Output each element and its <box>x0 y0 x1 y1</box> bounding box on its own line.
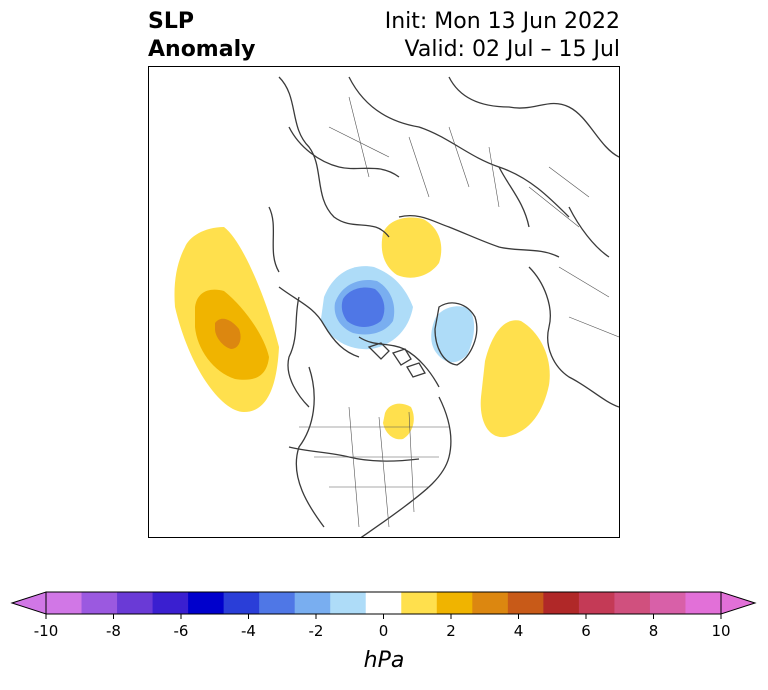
colorbar-tick-label: -2 <box>309 622 324 640</box>
valid-date: Valid: 02 Jul – 15 Jul <box>404 37 620 62</box>
colorbar-unit-label: hPa <box>363 648 405 673</box>
colorbar-tick-label: 6 <box>581 622 591 640</box>
init-date: Init: Mon 13 Jun 2022 <box>384 9 620 34</box>
political-borders <box>299 96 619 528</box>
colorbar-over-arrow <box>720 591 757 615</box>
date-info: Init: Mon 13 Jun 2022 Valid: 02 Jul – 15… <box>385 8 620 64</box>
colorbar-cell <box>330 592 367 614</box>
colorbar-cells <box>46 592 722 614</box>
anomaly-pacific-high-core <box>215 318 241 349</box>
colorbar-ticks: -10 -8 -6 -4 -2 0 2 4 6 8 10 <box>34 614 731 640</box>
anomaly-arctic-low-core <box>341 287 385 327</box>
colorbar-cell <box>152 592 189 614</box>
colorbar-cell <box>294 592 331 614</box>
colorbar-cell <box>578 592 615 614</box>
colorbar-tick-label: -10 <box>34 622 59 640</box>
anomaly-siberia-high <box>381 217 442 278</box>
colorbar-cell <box>614 592 651 614</box>
colorbar-cell <box>507 592 544 614</box>
map-title: SLP Anomaly <box>148 8 255 64</box>
coastlines <box>268 76 619 537</box>
colorbar-under-arrow <box>10 591 47 615</box>
colorbar-cell <box>649 592 686 614</box>
colorbar-tick-label: 8 <box>649 622 659 640</box>
anomaly-fields <box>174 217 550 440</box>
colorbar-cell <box>543 592 580 614</box>
anomaly-neus-high <box>383 403 414 440</box>
colorbar-cell <box>401 592 438 614</box>
colorbar-cell <box>436 592 473 614</box>
colorbar-tick-label: -4 <box>241 622 256 640</box>
colorbar-tick-label: 4 <box>514 622 524 640</box>
anomaly-atlantic-high <box>480 320 550 438</box>
title-line-2: Anomaly <box>148 37 256 62</box>
colorbar-tick-label: -6 <box>174 622 189 640</box>
colorbar-cell <box>365 592 402 614</box>
colorbar-cell <box>685 592 722 614</box>
colorbar-cell <box>259 592 296 614</box>
map-svg <box>174 76 619 537</box>
colorbar-cell <box>188 592 225 614</box>
title-line-1: SLP <box>148 9 194 34</box>
map-panel <box>148 66 620 538</box>
colorbar-tick-label: 0 <box>379 622 389 640</box>
colorbar: -10 -8 -6 -4 -2 0 2 4 6 8 10 <box>10 591 757 640</box>
anomaly-greenland-low <box>431 306 475 363</box>
colorbar-cell <box>472 592 509 614</box>
colorbar-tick-label: 2 <box>446 622 456 640</box>
colorbar-cell <box>117 592 154 614</box>
colorbar-tick-label: -8 <box>106 622 121 640</box>
colorbar-cell <box>223 592 260 614</box>
colorbar-cell <box>46 592 83 614</box>
colorbar-tick-label: 10 <box>711 622 730 640</box>
colorbar-cell <box>81 592 118 614</box>
